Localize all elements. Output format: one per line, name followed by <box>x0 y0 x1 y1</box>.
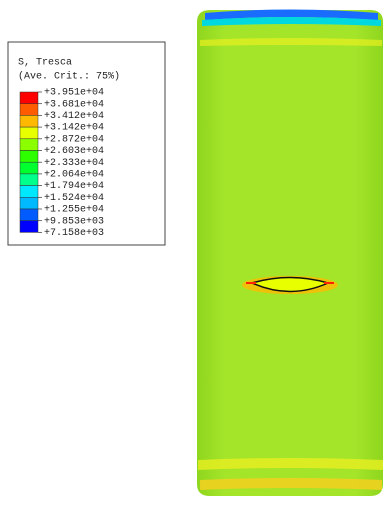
model <box>197 10 383 497</box>
color-swatch <box>20 209 38 221</box>
color-swatch <box>20 162 38 174</box>
legend-label: +3.951e+04 <box>44 88 104 99</box>
color-swatch <box>20 151 38 163</box>
color-swatch <box>20 104 38 116</box>
legend-label: +1.524e+04 <box>44 193 104 204</box>
legend-label: +2.603e+04 <box>44 146 104 157</box>
legend-label: +1.255e+04 <box>44 205 104 216</box>
legend-subtitle: (Ave. Crit.: 75%) <box>18 71 120 83</box>
legend: S, Tresca (Ave. Crit.: 75%) +3.951e+04+3… <box>8 42 165 245</box>
legend-title: S, Tresca <box>18 58 72 69</box>
color-swatch <box>20 186 38 198</box>
top-band-yellow <box>200 38 382 46</box>
legend-label: +3.142e+04 <box>44 123 104 134</box>
color-swatch <box>20 127 38 139</box>
legend-label: +3.412e+04 <box>44 111 104 122</box>
legend-label: +1.794e+04 <box>44 181 104 192</box>
cylinder-body <box>197 10 383 496</box>
legend-label: +2.872e+04 <box>44 134 104 145</box>
page: {"legend": {"title": "S, Tresca", "subti… <box>0 0 388 505</box>
legend-label: +7.158e+03 <box>44 228 104 239</box>
color-swatch <box>20 197 38 209</box>
color-swatch <box>20 139 38 151</box>
legend-label: +3.681e+04 <box>44 99 104 110</box>
color-swatch <box>20 221 38 233</box>
color-swatch <box>20 92 38 104</box>
legend-label: +9.853e+03 <box>44 216 104 227</box>
legend-label: +2.064e+04 <box>44 170 104 181</box>
color-swatch <box>20 174 38 186</box>
viewport: S, Tresca (Ave. Crit.: 75%) +3.951e+04+3… <box>0 0 388 505</box>
color-swatch <box>20 115 38 127</box>
legend-label: +2.333e+04 <box>44 158 104 169</box>
